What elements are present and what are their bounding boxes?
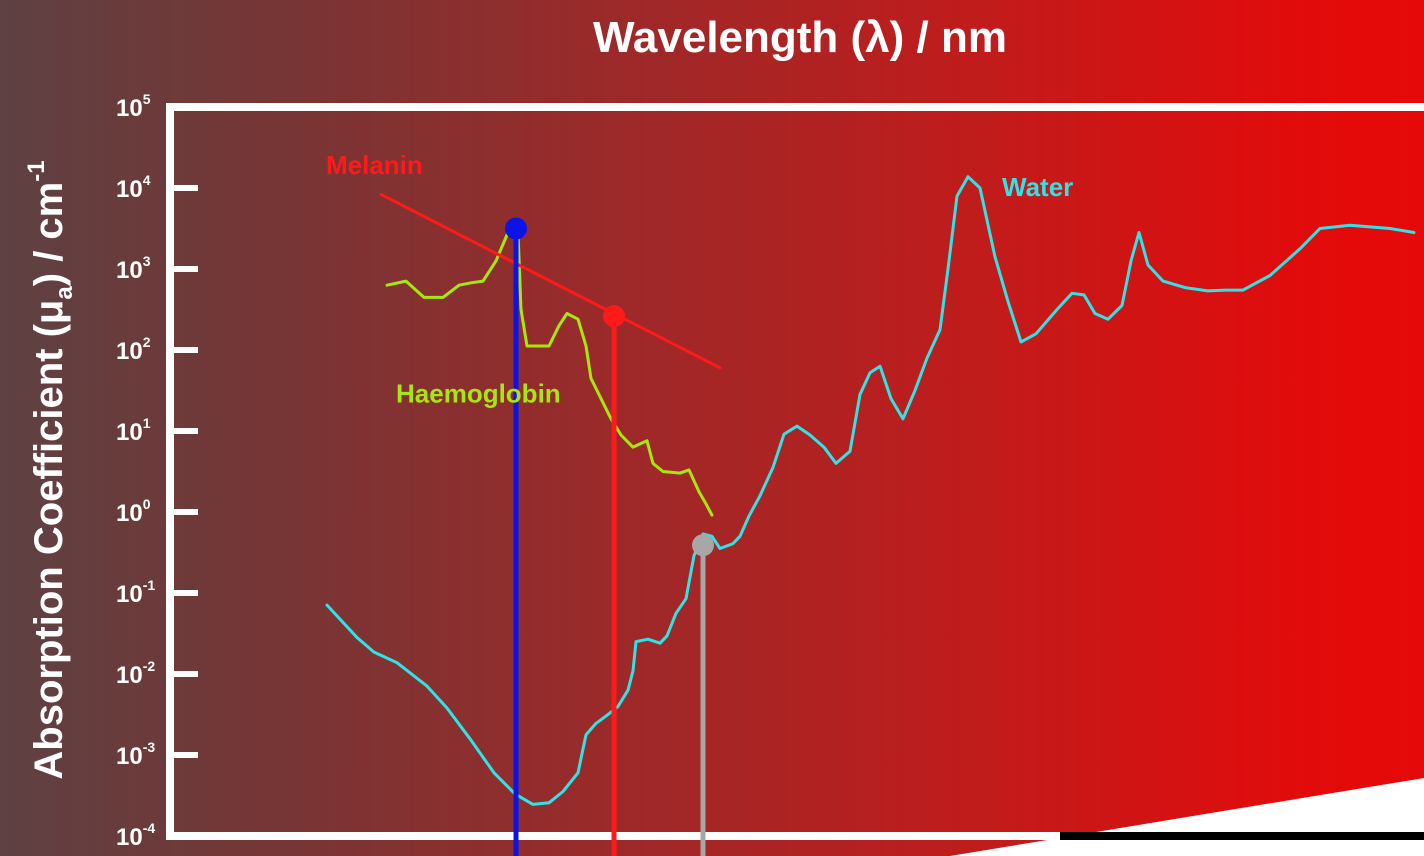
y-tick-base: 10 [116,824,143,851]
wavelength-marker-dot [603,304,625,327]
y-tick-base: 10 [116,95,143,122]
wavelength-markers [505,217,714,856]
y-tick-label: 10-2 [116,658,155,689]
y-tick-exponent: 1 [143,415,151,431]
y-tick-base: 10 [116,338,143,365]
corner-wedge [950,778,1424,856]
y-axis-label-sub: a [51,286,78,300]
y-tick-exponent: 2 [143,334,151,350]
y-tick-label: 103 [116,253,151,284]
y-tick-exponent: -1 [143,577,156,593]
y-tick-base: 10 [116,257,143,284]
y-tick-label: 102 [116,334,151,365]
y-axis-label-mid: ) / cm [27,182,71,286]
y-axis-label-main: Absorption Coefficient (μ [27,300,71,780]
y-tick-label: 10-4 [116,820,155,851]
y-tick-label: 100 [116,496,151,527]
y-tick-label: 104 [116,172,151,203]
series-label-haemoglobin: Haemoglobin [396,379,561,409]
series-line-water [325,175,1416,806]
y-tick-exponent: 4 [143,172,151,188]
y-tick-label: 10-3 [116,739,155,770]
y-tick-exponent: -2 [143,658,156,674]
y-tick-exponent: 0 [143,496,151,512]
y-tick-exponent: -4 [143,820,156,836]
y-tick-exponent: -3 [143,739,156,755]
y-tick-base: 10 [116,500,143,527]
y-tick-base: 10 [116,581,143,608]
series-line-melanin [379,193,722,370]
y-axis-label: Absorption Coefficient (μa) / cm-1 [23,160,78,779]
y-tick-base: 10 [116,743,143,770]
series-lines [325,175,1416,806]
y-axis-label-sup: -1 [23,160,50,181]
wavelength-marker-dot [692,534,714,557]
y-tick-label: 105 [116,91,151,122]
series-line-haemoglobin [385,225,714,517]
chart-title: Wavelength (λ) / nm [593,13,1007,62]
series-label-water: Water [1002,172,1073,202]
series-label-melanin: Melanin [326,150,423,180]
y-tick-base: 10 [116,176,143,203]
y-tick-label: 101 [116,415,151,446]
y-tick-exponent: 5 [143,91,151,107]
series-labels: Water Haemoglobin Melanin [326,150,1073,408]
y-tick-base: 10 [116,419,143,446]
y-tick-label: 10-1 [116,577,155,608]
y-tick-exponent: 3 [143,253,151,269]
y-tick-base: 10 [116,662,143,689]
wavelength-marker-dot [505,217,527,240]
